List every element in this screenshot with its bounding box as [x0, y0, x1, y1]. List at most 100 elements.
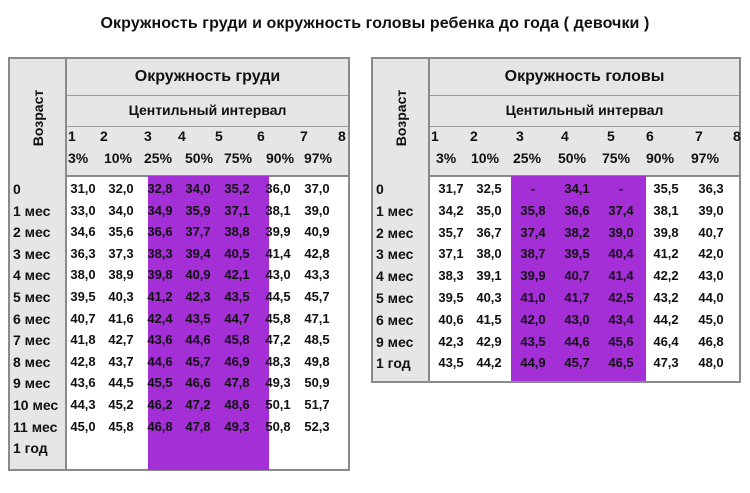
table-cell: 45,2 — [108, 397, 134, 412]
table-cell: 37,1 — [438, 246, 464, 262]
table-cell: 44,6 — [185, 332, 211, 348]
table-cell: 34,0 — [108, 202, 134, 218]
table-cell: 40,9 — [304, 224, 330, 240]
age-column-background — [373, 59, 430, 381]
table-cell: 44,5 — [265, 289, 291, 304]
table-cell: 45,8 — [265, 310, 291, 326]
table-cell: 41,4 — [608, 268, 634, 284]
table-cell: 41,2 — [147, 289, 173, 304]
table-cell: 42,8 — [304, 245, 330, 261]
age-label: 8 мес — [13, 353, 51, 370]
table-cell: 31,7 — [438, 181, 464, 196]
table-cell: 43,6 — [70, 375, 96, 391]
table-cell: 32,8 — [147, 181, 173, 196]
table-cell: 41,6 — [108, 310, 134, 326]
table-cell: 46,4 — [653, 333, 679, 349]
table-cell: 43,0 — [265, 267, 291, 283]
header-divider — [67, 126, 348, 127]
interval-number: 5 — [215, 128, 223, 144]
table-cell: 43,5 — [185, 310, 211, 326]
age-label: 2 мес — [13, 224, 51, 241]
table-cell: 39,9 — [265, 224, 291, 240]
table-cell: 39,5 — [438, 290, 464, 305]
table-cell: 40,4 — [608, 246, 634, 262]
age-label: 6 мес — [13, 310, 51, 327]
table-cell: 38,8 — [224, 224, 250, 240]
age-label: 1 год — [13, 440, 48, 457]
table-cell: 39,1 — [476, 268, 502, 284]
table-cell: 43,6 — [147, 332, 173, 348]
table-cell: 41,7 — [564, 290, 590, 305]
table-cell: 38,2 — [564, 224, 590, 240]
table-cell: 50,9 — [304, 375, 330, 391]
table-cell: 42,4 — [147, 310, 173, 326]
table-cell: 35,7 — [438, 224, 464, 240]
chest-table-header: Окружность груди — [134, 68, 281, 85]
table-cell: 47,8 — [185, 418, 211, 434]
table-cell: 37,1 — [224, 202, 250, 218]
table-cell: 33,0 — [70, 202, 96, 218]
table-cell: 46,9 — [224, 353, 250, 369]
table-cell: 47,8 — [224, 375, 250, 391]
age-label: 7 мес — [13, 332, 51, 349]
interval-number: 7 — [695, 128, 703, 144]
table-cell: 35,0 — [476, 202, 502, 218]
percentile-label: 25% — [513, 150, 542, 166]
table-cell: 45,7 — [185, 353, 211, 369]
table-cell: 38,9 — [108, 267, 134, 283]
header-divider — [430, 95, 739, 96]
table-cell: 39,5 — [564, 246, 590, 262]
percentile-label: 25% — [144, 150, 173, 166]
table-cell: - — [530, 181, 536, 196]
table-cell: 47,2 — [185, 397, 211, 412]
table-cell: 42,0 — [520, 311, 546, 327]
percentile-label: 75% — [602, 150, 631, 166]
table-cell: 42,9 — [476, 333, 502, 349]
interval-number: 5 — [607, 128, 615, 144]
table-cell: 48,0 — [698, 355, 724, 371]
table-cell: 42,3 — [185, 289, 211, 304]
table-cell: 34,2 — [438, 202, 464, 218]
page-title: Окружность груди и окружность головы реб… — [100, 15, 650, 32]
table-cell: 40,6 — [438, 311, 464, 327]
table-cell: 39,8 — [653, 224, 679, 240]
table-cell: 44,2 — [653, 311, 679, 327]
interval-number: 6 — [646, 128, 654, 144]
age-label: 0 — [13, 181, 21, 197]
table-cell: 37,4 — [608, 202, 634, 218]
age-label: 9 мес — [13, 375, 51, 392]
table-cell: 37,0 — [304, 181, 330, 196]
table-cell: 44,6 — [564, 333, 590, 349]
percentile-label: 90% — [266, 150, 295, 166]
age-label: 2 мес — [376, 224, 414, 241]
table-cell: 42,8 — [70, 353, 96, 369]
table-cell: 38,3 — [438, 268, 464, 284]
table-cell: 42,1 — [224, 267, 250, 283]
table-cell: 35,5 — [653, 181, 679, 196]
table-cell: 35,2 — [224, 181, 250, 196]
table-cell: 40,9 — [185, 267, 211, 283]
table-cell: 48,6 — [224, 397, 250, 412]
percentile-label: 97% — [304, 150, 333, 166]
interval-number: 4 — [561, 128, 569, 144]
median-highlight-band — [148, 176, 269, 470]
percentile-label: 3% — [68, 150, 89, 166]
table-cell: 35,9 — [185, 202, 211, 218]
header-divider — [67, 95, 348, 96]
table-cell: 44,3 — [70, 397, 96, 412]
table-cell: 38,7 — [520, 246, 546, 262]
table-cell: 31,0 — [70, 181, 96, 196]
age-label: 10 мес — [13, 397, 59, 413]
table-cell: 43,5 — [520, 333, 546, 349]
head-table-header: Окружность головы — [504, 68, 665, 85]
table-cell: 38,1 — [653, 202, 679, 218]
table-cell: 49,3 — [265, 375, 291, 391]
table-cell: 42,0 — [698, 246, 724, 262]
percentile-label: 90% — [646, 150, 675, 166]
table-cell: 40,7 — [698, 224, 724, 240]
percentile-label: 10% — [471, 150, 500, 166]
table-cell: 48,5 — [304, 332, 330, 348]
table-cell: 48,3 — [265, 353, 291, 369]
age-label: 11 мес — [13, 418, 58, 435]
table-cell: 43,7 — [108, 353, 134, 369]
